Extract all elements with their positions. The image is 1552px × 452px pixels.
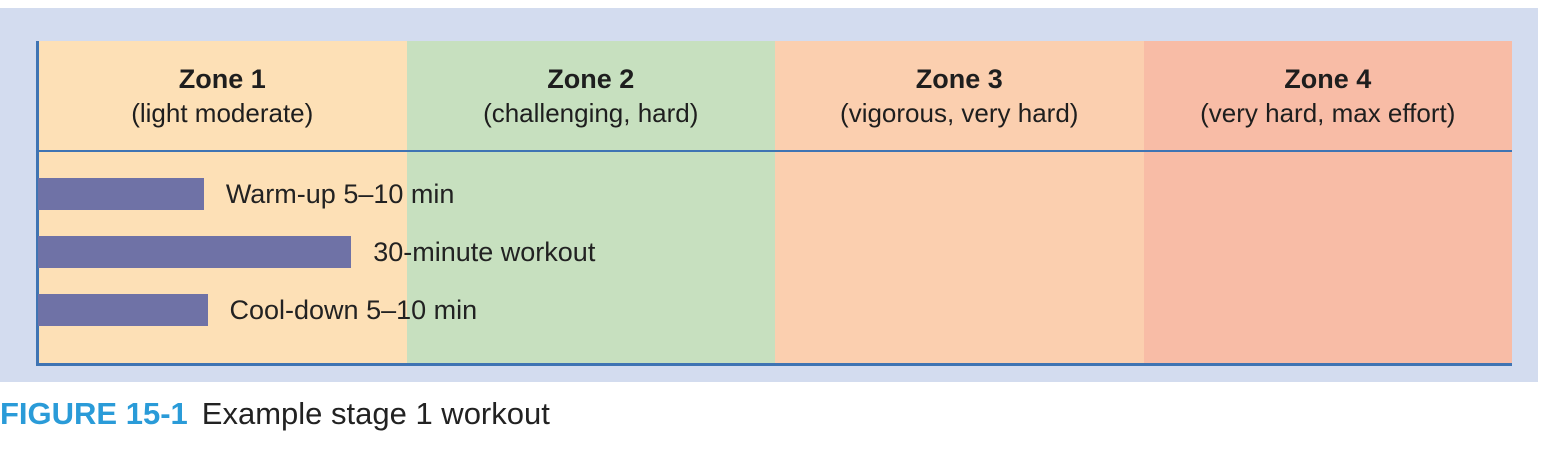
- y-axis-line: [36, 41, 39, 366]
- zone-column-4: Zone 4 (very hard, max effort): [1143, 41, 1513, 366]
- zone-title: Zone 4: [1284, 64, 1372, 94]
- zone-header-2: Zone 2 (challenging, hard): [407, 41, 776, 151]
- zone-title: Zone 3: [915, 64, 1003, 94]
- workout-bar-label-1: Warm-up 5–10 min: [225, 179, 455, 209]
- x-axis-line: [38, 363, 1512, 366]
- zone-subtitle: (light moderate): [131, 98, 314, 128]
- zone-header-1: Zone 1 (light moderate): [38, 41, 407, 151]
- zone-chart: Zone 1 (light moderate) Zone 2 (challenging…: [36, 41, 1513, 366]
- zone-header-4: Zone 4 (very hard, max effort): [1144, 41, 1513, 151]
- zone-header-3: Zone 3 (vigorous, very hard): [775, 41, 1144, 151]
- workout-bar-label-2: 30-minute workout: [373, 237, 596, 267]
- workout-bar-1: [38, 178, 204, 210]
- figure-caption: FIGURE 15-1 Example stage 1 workout: [0, 394, 550, 434]
- zone-column-3: Zone 3 (vigorous, very hard): [775, 41, 1144, 366]
- zone-title: Zone 1: [178, 64, 266, 94]
- zone-title: Zone 2: [547, 64, 635, 94]
- workout-bar-3: [38, 294, 208, 326]
- zone-subtitle: (very hard, max effort): [1200, 98, 1456, 128]
- figure-caption-text: Example stage 1 workout: [201, 396, 550, 431]
- figure-frame: Zone 1 (light moderate) Zone 2 (challenging…: [0, 8, 1538, 382]
- figure-number: FIGURE 15-1: [0, 396, 188, 431]
- workout-bar-label-3: Cool-down 5–10 min: [229, 295, 478, 325]
- zone-column-2: Zone 2 (challenging, hard): [406, 41, 776, 366]
- zone-subtitle: (vigorous, very hard): [840, 98, 1079, 128]
- zone-subtitle: (challenging, hard): [483, 98, 699, 128]
- header-divider: [38, 150, 1512, 152]
- workout-bar-2: [38, 236, 352, 268]
